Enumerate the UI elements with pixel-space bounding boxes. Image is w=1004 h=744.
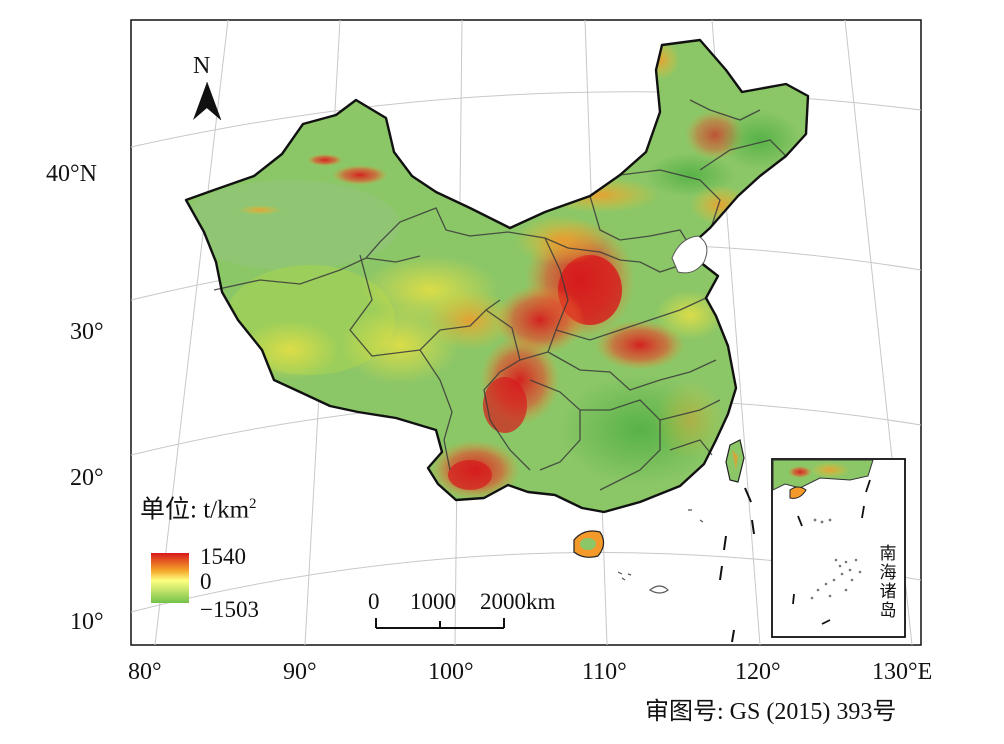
scale-bar [375, 618, 505, 629]
map-frame [130, 19, 922, 646]
bohai-sea [671, 235, 708, 274]
longitude-label-120: 120° [735, 659, 781, 685]
latitude-label-20: 20° [70, 465, 104, 491]
latitude-label-40: 40°N [46, 161, 97, 187]
longitude-label-130: 130°E [872, 659, 933, 685]
north-arrow-icon [193, 81, 222, 121]
south-sea-islands [617, 509, 704, 594]
legend-mid-label: 0 [200, 569, 212, 594]
map-approval-number: 审图号: GS (2015) 393号 [645, 699, 897, 725]
national-border [184, 38, 810, 514]
legend-max-label: 1540 [200, 544, 246, 569]
inset-map [773, 460, 874, 625]
legend-unit-text: 单位: t/km [140, 496, 250, 524]
longitude-label-110: 110° [582, 659, 627, 685]
longitude-label-80: 80° [128, 659, 162, 685]
scale-label-0: 0 [368, 589, 380, 614]
legend-title: 单位: t/km2 [140, 496, 257, 524]
north-arrow-label: N [193, 53, 211, 79]
scale-label-2000: 2000km [480, 589, 556, 614]
longitude-label-90: 90° [283, 659, 317, 685]
legend-min-label: −1503 [200, 597, 259, 622]
legend-color-ramp [151, 553, 189, 603]
nine-dash-line [719, 487, 755, 643]
longitude-label-100: 100° [428, 659, 474, 685]
latitude-label-10: 10° [70, 609, 104, 635]
province-boundaries [213, 99, 787, 491]
latitude-label-30: 30° [70, 319, 104, 345]
inset-label: 南海诸岛 [879, 544, 897, 621]
legend-unit-superscript: 2 [249, 496, 257, 512]
scale-label-1000: 1000 [410, 589, 456, 614]
